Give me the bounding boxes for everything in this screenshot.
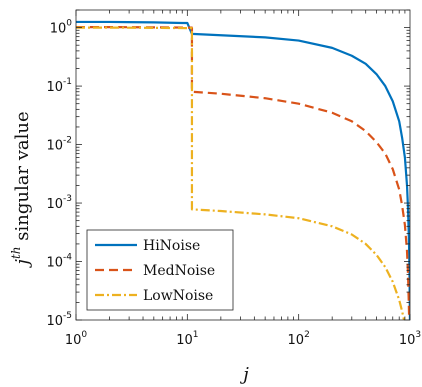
y-tick-exp: -4	[63, 253, 72, 263]
y-tick-label: 10-1	[46, 77, 72, 95]
series-line-mednoise	[76, 26, 410, 320]
y-tick-label: 100	[50, 19, 73, 37]
y-tick-exp: -2	[63, 136, 72, 146]
y-axis-title-rest: singular value	[12, 111, 33, 246]
y-tick-base: 10	[46, 80, 63, 95]
x-tick-base: 10	[288, 333, 305, 348]
x-tick-exp: 3	[415, 330, 421, 340]
legend-label-mednoise: MedNoise	[143, 263, 215, 279]
x-tick-label: 100	[65, 330, 88, 348]
axes-layer	[75, 9, 411, 321]
y-tick-label: 10-3	[46, 194, 72, 212]
x-tick-label: 103	[399, 330, 421, 348]
plot-frame	[75, 9, 411, 321]
y-tick-exp: -1	[63, 77, 72, 87]
y-tick-base: 10	[50, 22, 67, 37]
x-tick-label: 101	[176, 330, 198, 348]
x-axis-title: j	[239, 364, 249, 385]
ticks-layer	[75, 9, 411, 321]
y-tick-exp: 0	[66, 19, 72, 29]
y-tick-base: 10	[46, 256, 63, 271]
x-tick-base: 10	[176, 333, 193, 348]
y-axis-title-sup: th	[9, 246, 23, 259]
legend-label-lownoise: LowNoise	[143, 288, 213, 304]
x-tick-exp: 0	[81, 330, 87, 340]
y-axis-title: jth singular value	[9, 111, 33, 268]
y-tick-exp: -3	[63, 194, 72, 204]
y-tick-label: 10-2	[46, 136, 72, 154]
legend: HiNoise MedNoise LowNoise	[86, 229, 234, 311]
series-layer	[76, 20, 410, 320]
x-tick-base: 10	[65, 333, 82, 348]
series-line-hinoise	[76, 20, 410, 320]
x-tick-exp: 2	[304, 330, 310, 340]
x-tick-base: 10	[399, 333, 416, 348]
y-axis-title-j: j	[12, 259, 33, 269]
y-tick-base: 10	[46, 139, 63, 154]
y-tick-base: 10	[46, 197, 63, 212]
y-tick-label: 10-4	[46, 253, 72, 271]
y-tick-exp: -5	[63, 311, 72, 321]
legend-label-hinoise: HiNoise	[143, 238, 200, 254]
x-tick-label: 102	[288, 330, 310, 348]
y-tick-label: 10-5	[46, 311, 72, 329]
x-tick-exp: 1	[193, 330, 199, 340]
series-line-lownoise	[76, 26, 406, 320]
y-tick-base: 10	[46, 314, 63, 329]
